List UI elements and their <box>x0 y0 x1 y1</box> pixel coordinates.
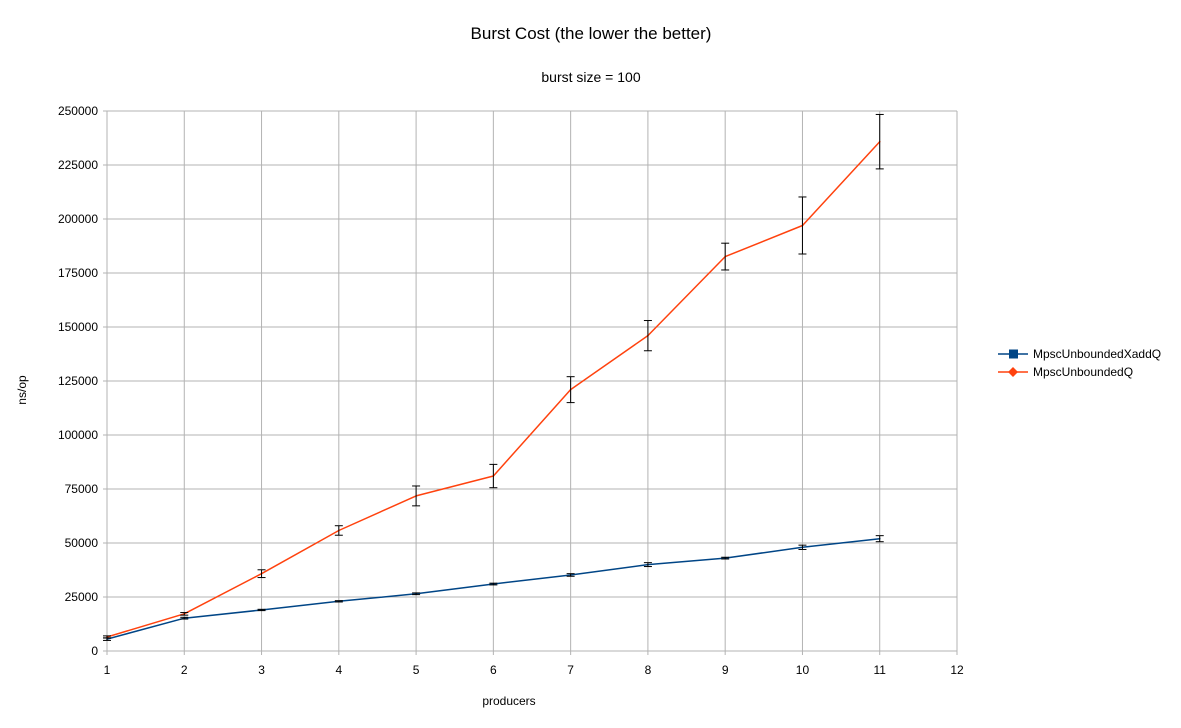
y-tick-label: 25000 <box>65 590 99 604</box>
x-axis-label: producers <box>482 694 535 708</box>
x-tick-label: 1 <box>104 663 111 677</box>
error-bar <box>875 535 884 543</box>
legend: MpscUnboundedXaddQ MpscUnboundedQ <box>998 347 1161 379</box>
x-tick-label: 8 <box>645 663 652 677</box>
y-tick-label: 125000 <box>58 374 98 388</box>
x-tick-label: 3 <box>258 663 265 677</box>
x-tick-label: 7 <box>567 663 574 677</box>
error-bar <box>643 320 652 352</box>
grid <box>106 110 958 652</box>
error-bar <box>334 525 343 536</box>
error-bar <box>643 562 652 568</box>
error-bar <box>257 608 266 612</box>
y-axis-label: ns/op <box>15 375 29 405</box>
y-tick-label: 0 <box>91 644 98 658</box>
error-bar <box>721 242 730 271</box>
x-tick-label: 10 <box>796 663 810 677</box>
error-bar <box>180 616 189 620</box>
y-tick-label: 225000 <box>58 158 98 172</box>
y-tick-label: 250000 <box>58 104 98 118</box>
legend-label: MpscUnboundedXaddQ <box>1033 347 1161 361</box>
error-bar <box>566 573 575 577</box>
legend-square-marker <box>1009 349 1018 359</box>
legend-label: MpscUnboundedQ <box>1033 365 1133 379</box>
legend-item: MpscUnboundedQ <box>998 365 1133 379</box>
error-bar <box>721 556 730 560</box>
chart-subtitle: burst size = 100 <box>541 69 640 85</box>
x-tick-label: 12 <box>950 663 964 677</box>
y-tick-label: 100000 <box>58 428 98 442</box>
x-tick-label: 2 <box>181 663 188 677</box>
y-tick-label: 175000 <box>58 266 98 280</box>
x-tick-label: 9 <box>722 663 729 677</box>
error-bar <box>334 600 343 603</box>
error-bar <box>798 544 807 550</box>
y-tick-label: 75000 <box>65 482 99 496</box>
error-bar <box>875 113 884 170</box>
error-bars <box>103 113 884 641</box>
axes: 0 25000 50000 75000 100000 125000 150000 175000… <box>58 104 964 677</box>
y-tick-label: 150000 <box>58 320 98 334</box>
error-bar <box>412 592 421 596</box>
x-tick-label: 6 <box>490 663 497 677</box>
error-bar <box>489 582 498 586</box>
x-tick-label: 5 <box>413 663 420 677</box>
error-bar <box>180 612 189 616</box>
error-bar <box>489 463 498 489</box>
x-tick-label: 4 <box>335 663 342 677</box>
chart-title: Burst Cost (the lower the better) <box>471 24 712 43</box>
error-bar <box>412 485 421 507</box>
legend-diamond-marker <box>1008 367 1018 377</box>
error-bar <box>257 569 266 579</box>
legend-item: MpscUnboundedXaddQ <box>998 347 1161 361</box>
error-bar <box>798 196 807 255</box>
y-tick-label: 50000 <box>65 536 99 550</box>
y-tick-label: 200000 <box>58 212 98 226</box>
error-bar <box>103 635 111 639</box>
error-bar <box>566 376 575 404</box>
x-tick-label: 11 <box>873 663 886 677</box>
